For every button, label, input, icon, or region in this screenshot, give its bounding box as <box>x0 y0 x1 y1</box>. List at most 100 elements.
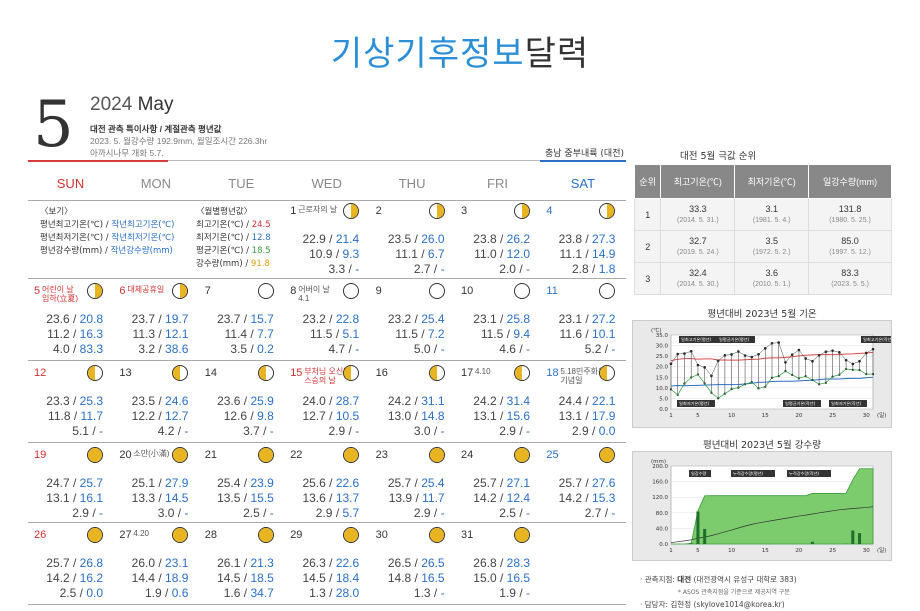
day-number: 26 <box>34 529 46 541</box>
normal-value: 2.9 <box>414 506 431 520</box>
last-year-value: 14.8 <box>421 409 444 423</box>
legend-label: 누적강수량(작년) <box>789 470 820 477</box>
last-year-value: 27.6 <box>592 476 615 490</box>
normal-value: 26.0 <box>132 556 155 570</box>
last-year-value: 27.3 <box>592 232 615 246</box>
day-number: 22 <box>290 449 302 461</box>
last-year-value: 19.7 <box>165 312 188 326</box>
normal-value: 25.4 <box>217 476 240 490</box>
last-year-value: 27.2 <box>592 312 615 326</box>
weekday-divider <box>168 160 540 161</box>
last-year-value: 23.9 <box>250 476 273 490</box>
day-number: 27 <box>119 529 131 541</box>
normal-value: 5.1 <box>72 424 89 438</box>
normal-value: 3.3 <box>328 262 345 276</box>
last-year-value: 31.1 <box>421 394 444 408</box>
bar-daily <box>858 533 861 544</box>
day-number: 25 <box>546 449 558 461</box>
y-tick-label: 20.0 <box>656 365 669 371</box>
last-year-value: 28.7 <box>336 394 359 408</box>
last-year-value: 26.8 <box>80 556 103 570</box>
weekday-wed: WED <box>284 176 369 191</box>
normal-value: 1.3 <box>309 586 326 600</box>
last-year-value: 17.9 <box>592 409 615 423</box>
normal-value: 3.0 <box>414 424 431 438</box>
rank-header: 최고기온(℃) <box>661 165 735 199</box>
rank-header: 최저기온(℃) <box>735 165 809 199</box>
rank-value: 131.8(1980. 5. 25.) <box>809 199 892 231</box>
normal-value: 10.9 <box>309 247 332 261</box>
last-year-value: 25.9 <box>250 394 273 408</box>
normal-value: 11.5 <box>395 327 417 341</box>
bar-daily <box>696 512 699 544</box>
normal-value: 13.1 <box>46 491 69 505</box>
bar-daily <box>703 529 706 544</box>
x-tick-label: 30 <box>863 548 870 554</box>
observation-notes: 대전 관측 특이사항 / 계절관측 평년값 2023. 5. 월강수량 192.… <box>90 123 267 159</box>
normal-value: 2.5 <box>499 506 516 520</box>
day-number: 2 <box>376 205 382 217</box>
normal-value: 2.7 <box>414 262 431 276</box>
day-number: 21 <box>205 449 217 461</box>
last-year-value: 34.7 <box>250 586 273 600</box>
last-year-value: 7.7 <box>257 327 274 341</box>
last-year-value: 26.0 <box>421 232 444 246</box>
last-year-value: 28.3 <box>507 556 530 570</box>
y-tick-label: 80.0 <box>656 511 669 517</box>
normal-value: 14.5 <box>302 571 325 585</box>
y-tick-label: 40.0 <box>656 526 669 532</box>
normal-value: 11.6 <box>560 327 582 341</box>
normal-value: 14.4 <box>132 571 155 585</box>
moon-phase-icon <box>258 283 274 299</box>
last-year-value: 12.1 <box>165 327 188 341</box>
normal-value: 1.9 <box>145 586 162 600</box>
normal-value: 13.9 <box>389 491 412 505</box>
normal-value: 2.9 <box>572 424 589 438</box>
normal-value: 23.2 <box>302 312 325 326</box>
legend-label: 일최저기온(작년) <box>831 400 862 407</box>
day-number: 16 <box>376 367 388 379</box>
data-point-max <box>872 348 875 351</box>
day-number: 20 <box>119 449 131 461</box>
last-year-value: 0.6 <box>172 586 189 600</box>
